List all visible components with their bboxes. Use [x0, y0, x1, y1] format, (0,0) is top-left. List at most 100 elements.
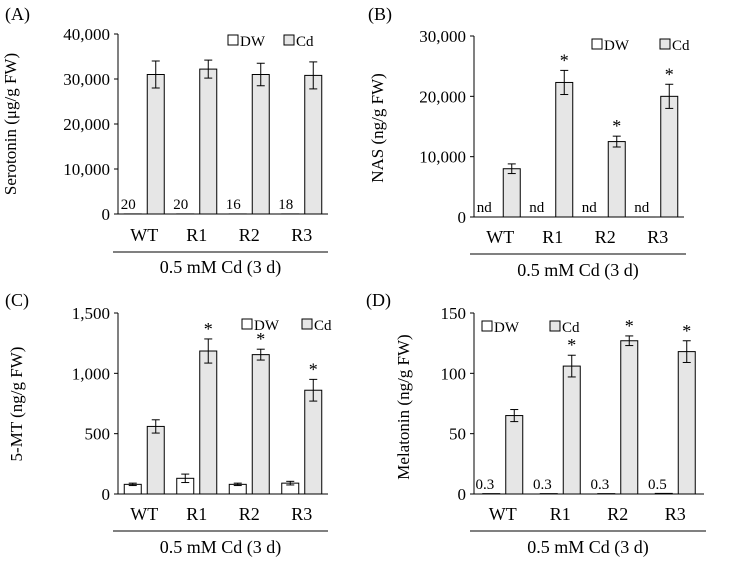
- data-label: *: [204, 319, 213, 339]
- x-tick-label: R1: [186, 504, 207, 524]
- bar-cd-wt: [146, 74, 165, 215]
- y-tick-label: 10,000: [419, 148, 466, 167]
- panel-label: (D): [366, 290, 391, 311]
- bar-cd-r1: [562, 365, 581, 495]
- y-tick-label: 0: [458, 208, 467, 227]
- bar-cd-r3: [304, 74, 323, 215]
- legend-label: DW: [604, 38, 630, 54]
- legend-swatch-dw: [227, 34, 239, 46]
- y-tick-label: 20,000: [63, 115, 110, 134]
- y-axis-title: NAS (ng/g FW): [368, 73, 387, 183]
- x-tick-label: WT: [486, 227, 514, 247]
- data-label: *: [567, 335, 576, 355]
- x-tick-label: WT: [130, 225, 158, 245]
- legend-swatch-cd: [283, 34, 295, 46]
- legend-label: Cd: [562, 320, 580, 336]
- legend-label: Cd: [296, 34, 314, 50]
- panel-label: (B): [368, 4, 392, 25]
- data-label: nd: [582, 200, 598, 216]
- legend-swatch-cd: [549, 320, 561, 332]
- x-tick-label: R2: [607, 504, 628, 524]
- x-axis-title: 0.5 mM Cd (3 d): [160, 257, 282, 278]
- data-label: *: [682, 321, 691, 341]
- y-axis-title: Melatonin (ng/g FW): [394, 334, 413, 479]
- bar-cd-r2: [620, 340, 639, 495]
- panel-3: (D) Melatonin (ng/g FW) 0 50 100 150 WT R1 R2 R3 0…: [366, 290, 706, 558]
- data-label: *: [560, 50, 569, 70]
- bar-cd-r1: [199, 68, 218, 215]
- bar-cd-r2: [251, 74, 270, 215]
- y-tick-label: 40,000: [63, 25, 110, 44]
- bar-cd-r1: [199, 350, 218, 495]
- data-label: 0.3: [533, 477, 552, 493]
- x-tick-label: WT: [489, 504, 517, 524]
- bar-cd-r3: [677, 351, 696, 495]
- legend-label: DW: [254, 318, 280, 334]
- panel-label: (A): [5, 4, 30, 25]
- bar-cd-r1: [555, 81, 574, 218]
- data-label: 0.5: [648, 477, 667, 493]
- bar-cd-wt: [505, 415, 524, 495]
- data-label: *: [625, 316, 634, 336]
- y-tick-label: 0: [458, 485, 467, 504]
- panel-2: (C) 5-MT (ng/g FW) 0 500 1,000 1,500 WT R1 R2 R3 *…: [5, 290, 332, 558]
- data-label: nd: [634, 200, 650, 216]
- panel-1: (B) NAS (ng/g FW) 0 10,000 20,000 30,000 WT R1 R…: [368, 4, 690, 281]
- data-label: nd: [477, 200, 493, 216]
- x-tick-label: R3: [647, 227, 668, 247]
- x-tick-label: R1: [542, 227, 563, 247]
- legend-swatch-dw: [481, 320, 493, 332]
- data-label: 16: [226, 197, 242, 213]
- y-tick-label: 0: [102, 205, 111, 224]
- legend-label: Cd: [672, 38, 690, 54]
- bar-cd-r3: [660, 95, 679, 218]
- data-label: *: [665, 64, 674, 84]
- bar-dw-r3: [654, 492, 673, 495]
- panel-0: (A) Serotonin (μg/g FW) 0 10,000 20,000 30,00…: [1, 4, 328, 278]
- legend-label: Cd: [314, 318, 332, 334]
- bar-cd-r2: [607, 141, 626, 218]
- data-label: 20: [121, 197, 136, 213]
- data-label: *: [612, 116, 621, 136]
- legend-swatch-cd: [659, 38, 671, 50]
- bar-cd-wt: [146, 425, 165, 495]
- data-label: nd: [529, 200, 545, 216]
- legend-label: DW: [240, 34, 266, 50]
- panel-label: (C): [5, 290, 29, 311]
- data-label: 20: [173, 197, 188, 213]
- y-tick-label: 1,500: [72, 304, 110, 323]
- legend-swatch-cd: [301, 318, 313, 330]
- x-tick-label: R1: [550, 504, 571, 524]
- data-label: 18: [278, 197, 293, 213]
- data-label: *: [256, 329, 265, 349]
- y-tick-label: 50: [449, 425, 466, 444]
- y-tick-label: 30,000: [63, 70, 110, 89]
- x-tick-label: WT: [130, 504, 158, 524]
- x-tick-label: R2: [239, 504, 260, 524]
- y-tick-label: 30,000: [419, 27, 466, 46]
- y-tick-label: 0: [102, 485, 111, 504]
- y-tick-label: 10,000: [63, 160, 110, 179]
- y-tick-label: 1,000: [72, 364, 110, 383]
- x-tick-label: R2: [239, 225, 260, 245]
- x-axis-title: 0.5 mM Cd (3 d): [527, 537, 649, 558]
- y-tick-label: 500: [85, 425, 111, 444]
- y-axis-title: Serotonin (μg/g FW): [1, 53, 20, 195]
- bar-cd-r3: [304, 389, 323, 495]
- x-tick-label: R3: [291, 504, 312, 524]
- legend-swatch-dw: [591, 38, 603, 50]
- data-label: 0.3: [476, 477, 495, 493]
- data-label: *: [309, 359, 318, 379]
- x-tick-label: R3: [665, 504, 686, 524]
- data-label: 0.3: [591, 477, 610, 493]
- bar-cd-r2: [251, 354, 270, 495]
- y-tick-label: 100: [441, 364, 467, 383]
- y-axis-title: 5-MT (ng/g FW): [7, 347, 26, 462]
- legend-swatch-dw: [241, 318, 253, 330]
- x-tick-label: R1: [186, 225, 207, 245]
- y-tick-label: 20,000: [419, 87, 466, 106]
- x-tick-label: R2: [595, 227, 616, 247]
- x-axis-title: 0.5 mM Cd (3 d): [160, 537, 282, 558]
- x-axis-title: 0.5 mM Cd (3 d): [517, 260, 639, 281]
